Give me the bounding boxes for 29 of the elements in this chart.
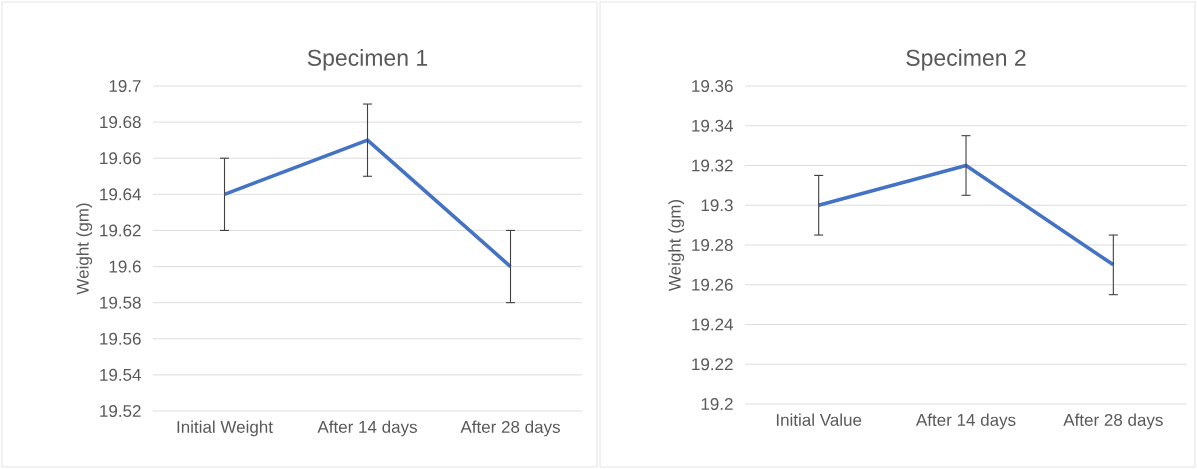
x-tick-label: After 28 days <box>1063 413 1163 430</box>
y-tick-label: 19.6 <box>109 260 141 273</box>
y-tick-label: 19.64 <box>100 188 141 201</box>
y-tick-label: 19.62 <box>100 224 141 237</box>
x-tick-label: After 28 days <box>460 420 560 437</box>
y-axis-title: Weight (gm) <box>76 203 93 295</box>
x-tick-label: After 14 days <box>317 420 417 437</box>
y-tick-label: 19.58 <box>100 296 141 309</box>
y-tick-label: 19.22 <box>692 358 733 371</box>
y-tick-label: 19.3 <box>701 199 733 212</box>
y-tick-label: 19.7 <box>109 79 141 93</box>
y-axis-title: Weight (gm) <box>668 199 685 292</box>
y-tick-label: 19.2 <box>701 397 733 411</box>
y-tick-label: 19.54 <box>100 368 141 381</box>
y-tick-label: 19.32 <box>692 159 733 172</box>
chart-title: Specimen 1 <box>307 49 428 71</box>
chart-title: Specimen 2 <box>906 49 1026 71</box>
y-tick-label: 19.56 <box>100 332 141 345</box>
x-tick-label: Initial Weight <box>177 420 273 437</box>
x-tick-label: Initial Value <box>776 413 862 426</box>
x-tick-label: After 14 days <box>915 413 1016 430</box>
y-tick-label: 19.36 <box>692 79 733 93</box>
y-tick-label: 19.52 <box>100 404 141 418</box>
y-tick-label: 19.34 <box>692 119 733 132</box>
y-tick-label: 19.66 <box>100 152 141 165</box>
y-tick-label: 19.24 <box>692 318 733 331</box>
y-tick-label: 19.26 <box>692 278 733 291</box>
y-tick-label: 19.28 <box>692 238 733 252</box>
y-tick-label: 19.68 <box>100 116 141 129</box>
